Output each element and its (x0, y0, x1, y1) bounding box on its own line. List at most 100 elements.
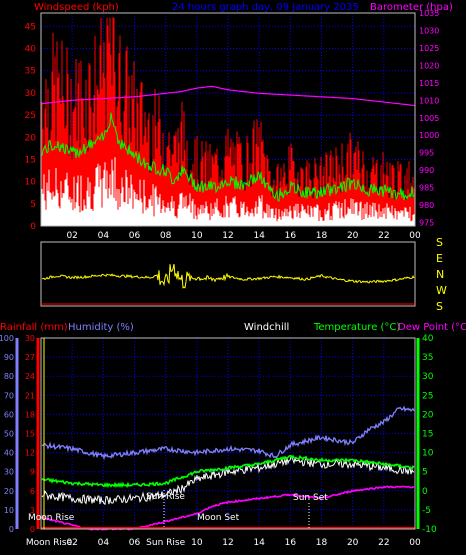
wind-chart-series (40, 17, 416, 226)
barometer-axis-title: Barometer (hpa) (370, 2, 453, 13)
rainfall-tick-label: 21 (25, 391, 35, 400)
hour-tick-label: 00 (409, 231, 421, 241)
rainfall-tick-label: 12 (25, 449, 35, 458)
barometer-tick-label: 1015 (419, 79, 439, 88)
wind-direction-label: S (436, 236, 443, 249)
humidity-tick-label: 40 (4, 449, 14, 458)
wind-tick-label: 10 (25, 178, 37, 188)
climate-hour-tick-label: 20 (347, 538, 359, 548)
rainfall-tick-label: 30 (25, 334, 35, 343)
wind-tick-label: 5 (30, 200, 36, 210)
climate-hour-tick-label: 18 (316, 538, 328, 548)
rainfall-tick-label: 24 (25, 372, 35, 381)
climate-hour-tick-label: 12 (222, 538, 233, 548)
humidity-tick-label: 100 (0, 334, 14, 343)
temperature-tick-label: 5 (422, 468, 428, 478)
hour-tick-label: 16 (285, 231, 297, 241)
wind-tick-label: 20 (25, 133, 37, 143)
climate-hour-tick-label: 10 (191, 538, 203, 548)
wind-tick-label: 30 (25, 89, 37, 99)
humidity-line (41, 405, 415, 461)
temperature-tick-label: 15 (422, 430, 433, 440)
climate-hour-tick-label: Sun Rise (146, 538, 185, 548)
barometer-tick-label: 1030 (419, 26, 439, 35)
rainfall-tick-label: 18 (25, 410, 35, 419)
chart-title: 24 hours graph day, 09 January 2035 (172, 2, 359, 13)
temperature-line (41, 454, 415, 489)
moon-set-label: Moon Set (197, 513, 240, 523)
hour-tick-label: 20 (347, 231, 359, 241)
dewpoint-axis-title: Dew Point (°C) (398, 322, 466, 333)
hour-tick-label: 08 (160, 231, 172, 241)
barometer-tick-label: 1010 (419, 96, 439, 105)
dewpoint-line (41, 485, 415, 531)
climate-hour-tick-label: 22 (378, 538, 389, 548)
windspeed-axis-title: Windspeed (kph) (34, 2, 119, 13)
barometer-tick-label: 1000 (419, 131, 439, 140)
climate-chart-series (41, 405, 415, 531)
rainfall-tick-label: 27 (25, 353, 35, 362)
sun-set-label: Sun Set (293, 493, 328, 503)
barometer-line (40, 85, 416, 107)
humidity-axis-title: Humidity (%) (68, 322, 134, 333)
wind-direction-label: E (436, 252, 443, 265)
climate-hour-tick-label: 00 (409, 538, 421, 548)
temperature-axis-title: Temperature (°C) (313, 322, 400, 333)
barometer-tick-label: 990 (419, 166, 434, 175)
temperature-tick-label: 10 (422, 449, 434, 459)
windchill-line (41, 455, 415, 506)
rainfall-axis-title: Rainfall (mm) (0, 322, 68, 333)
temperature-tick-label: -10 (422, 525, 437, 535)
wind-average-line (41, 112, 415, 202)
humidity-tick-label: 10 (4, 506, 14, 515)
hour-tick-label: 02 (66, 231, 77, 241)
wind-direction-line (41, 263, 415, 289)
barometer-tick-label: 1005 (419, 114, 439, 123)
rainfall-tick-label: 6 (30, 487, 35, 496)
barometer-tick-label: 985 (419, 184, 434, 193)
barometer-tick-label: 980 (419, 201, 434, 210)
sun-rise-label: Sun Rise (146, 492, 185, 502)
hour-tick-label: 14 (253, 231, 265, 241)
wind-tick-label: 0 (30, 222, 36, 232)
humidity-tick-label: 20 (4, 487, 14, 496)
rainfall-tick-label: 0 (30, 525, 35, 534)
hour-tick-label: 22 (378, 231, 389, 241)
humidity-tick-label: 70 (4, 391, 14, 400)
wind-direction-label: S (436, 300, 443, 313)
humidity-tick-label: 50 (4, 430, 14, 439)
wind-tick-label: 25 (25, 111, 36, 121)
moon-rise-label: Moon Rise (28, 513, 75, 523)
wind-tick-label: 35 (25, 67, 36, 77)
climate-chart-frame (40, 337, 416, 530)
hour-tick-label: 12 (222, 231, 233, 241)
barometer-tick-label: 1035 (419, 9, 439, 18)
rainfall-tick-label: 3 (30, 506, 35, 515)
climate-chart-axes: -10-505101520253035400102030405060708090… (0, 334, 437, 548)
humidity-tick-label: 60 (4, 410, 14, 419)
rainfall-tick-label: 15 (25, 430, 35, 439)
windchill-title: Windchill (244, 322, 289, 333)
barometer-tick-label: 1020 (419, 61, 439, 70)
rainfall-tick-label: 9 (30, 468, 35, 477)
climate-hour-tick-label: 04 (98, 538, 110, 548)
climate-hour-tick-label: 16 (285, 538, 297, 548)
temperature-tick-label: 0 (422, 487, 428, 497)
climate-hour-tick-label: 06 (129, 538, 141, 548)
wind-direction-label: W (436, 284, 447, 297)
barometer-tick-label: 995 (419, 149, 434, 158)
wind-direction-label: N (436, 268, 444, 281)
humidity-tick-label: 30 (4, 468, 14, 477)
hour-tick-label: 10 (191, 231, 203, 241)
temperature-tick-label: 35 (422, 353, 433, 363)
wind-direction-series (41, 263, 415, 305)
temperature-tick-label: 25 (422, 391, 433, 401)
hour-tick-label: 04 (98, 231, 110, 241)
wind-chart-frame (40, 12, 416, 227)
hour-tick-label: 06 (129, 231, 141, 241)
wind-direction-frame (40, 241, 416, 307)
